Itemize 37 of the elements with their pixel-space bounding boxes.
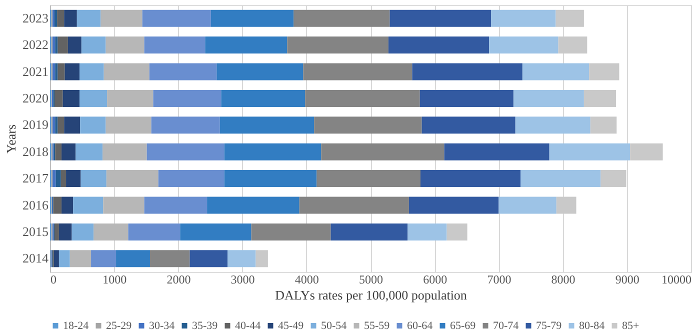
x-tick-label: 2000	[166, 272, 191, 286]
y-tick-label: 2020	[22, 90, 48, 106]
legend-label: 18-24	[63, 320, 90, 332]
legend-label: 70-74	[493, 320, 520, 332]
legend-label: 60-64	[407, 320, 434, 332]
x-axis-title: DALYs rates per 100,000 population	[275, 288, 468, 302]
x-tick-label: 6000	[423, 272, 448, 286]
legend-label: 40-44	[235, 320, 262, 332]
y-tick-label: 2015	[22, 224, 48, 239]
y-tick-label: 2017	[22, 170, 49, 186]
legend-label: 75-79	[536, 320, 562, 332]
x-tick-label: 7000	[487, 272, 512, 286]
x-tick-label: 4000	[294, 272, 319, 286]
y-tick-label: 2022	[22, 37, 48, 52]
y-tick-label: 2014	[22, 250, 49, 266]
y-tick-label: 2018	[22, 144, 48, 159]
x-tick-label: 8000	[551, 272, 576, 286]
legend-label: 35-39	[192, 320, 218, 332]
legend-label: 80-84	[579, 320, 606, 332]
x-tick-label: 3000	[230, 272, 255, 286]
legend-label: 50-54	[321, 320, 348, 332]
y-tick-label: 2023	[22, 10, 48, 26]
legend-label: 45-49	[278, 320, 304, 332]
y-tick-label: 2016	[22, 197, 49, 212]
legend-label: 85+	[622, 320, 640, 332]
legend-label: 65-69	[450, 320, 476, 332]
x-tick-label: 0	[50, 272, 56, 286]
y-tick-label: 2021	[22, 64, 48, 79]
legend-label: 55-59	[364, 320, 390, 332]
x-tick-label: 10000	[662, 272, 692, 286]
legend-label: 30-34	[149, 320, 176, 332]
y-tick-label: 2019	[22, 117, 48, 132]
x-tick-label: 9000	[615, 272, 640, 286]
y-axis-title: Years	[4, 124, 18, 154]
legend-label: 25-29	[106, 320, 132, 332]
x-tick-label: 1000	[102, 272, 127, 286]
x-tick-label: 5000	[359, 272, 383, 286]
